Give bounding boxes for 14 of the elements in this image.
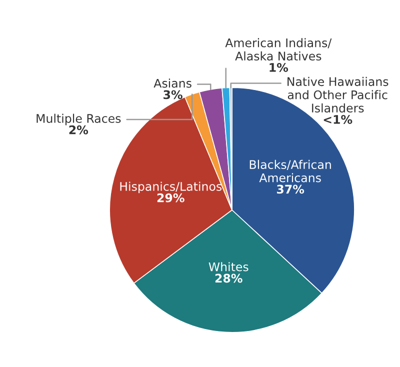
slice-label: Whites [208, 262, 248, 272]
slice-label: Hispanics/Latinos [120, 182, 222, 194]
data-label: 3% [164, 90, 182, 100]
data-label: <1% [324, 115, 352, 124]
slice-label: American Indians/ Alaska Natives [225, 38, 332, 61]
data-label: 37% [276, 184, 304, 194]
slice-label: Blacks/African Americans [250, 160, 331, 182]
data-label: 2% [69, 125, 88, 134]
slice-label: Asians [154, 78, 192, 88]
slice-label: Native Hawaiians and Other Pacific Islanders [288, 76, 388, 113]
data-label: 28% [215, 274, 242, 283]
data-label: 29% [157, 193, 184, 202]
data-label: 1% [270, 63, 288, 72]
slice-label: Multiple Races [36, 114, 121, 126]
